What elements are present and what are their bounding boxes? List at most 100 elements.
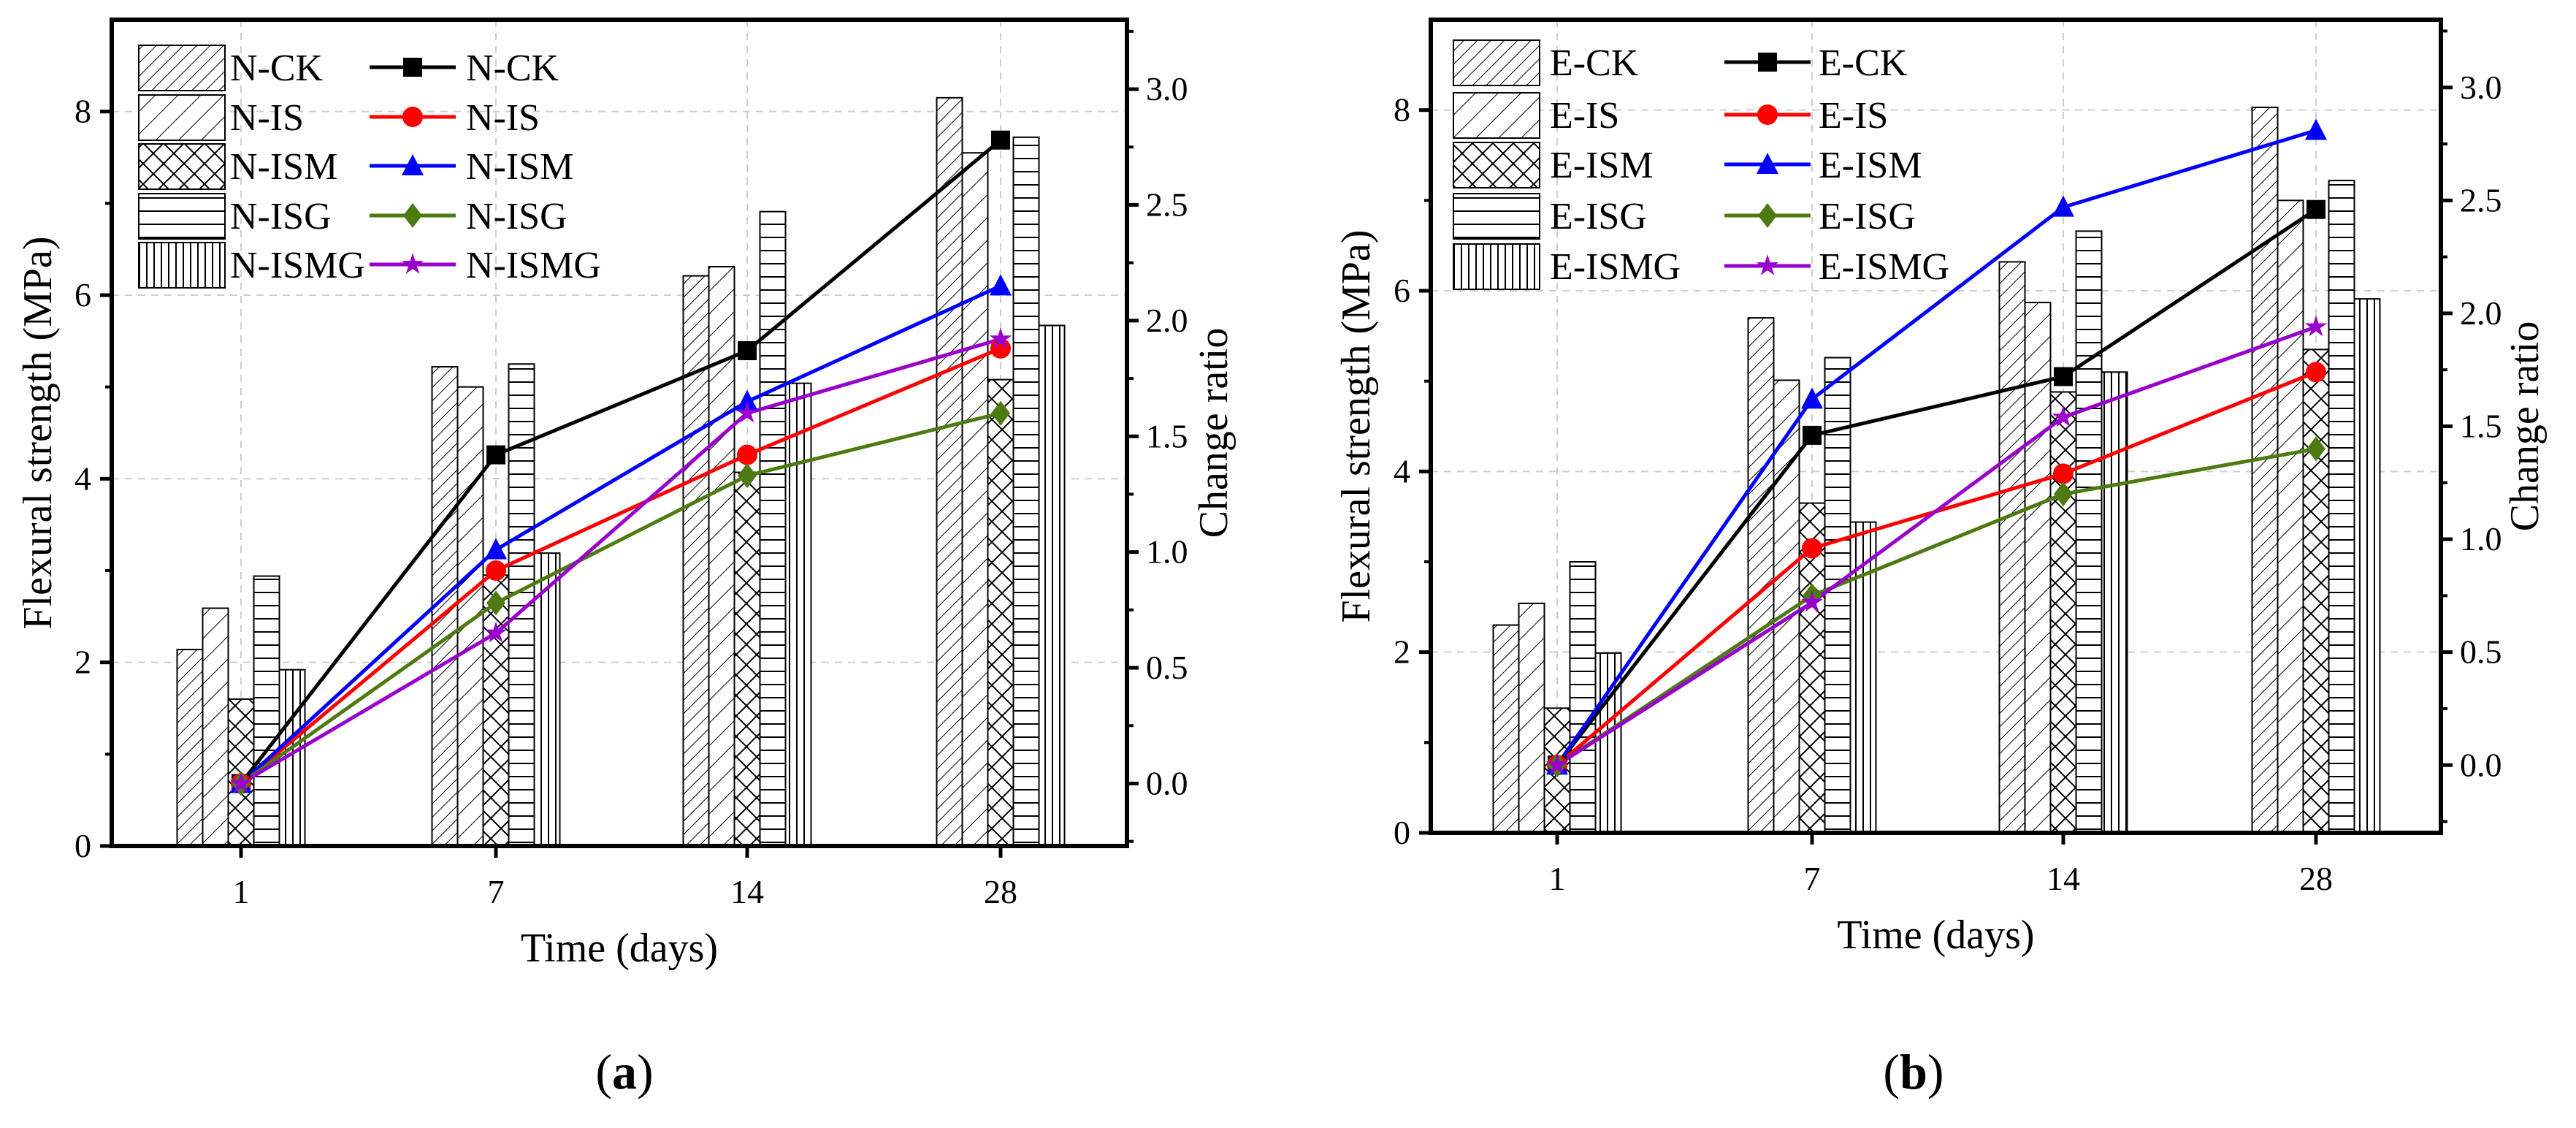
bar-n-ismg-day-14 [784,382,812,847]
x-tick-label: 14 [2046,860,2080,897]
bar-e-isg-day-7 [1824,357,1851,834]
y2-tick-label: 1.5 [1146,417,1188,454]
y-tick-label: 2 [1394,633,1410,671]
bar-n-ism-day-14 [733,471,761,847]
bar-e-ck-day-28 [2251,106,2279,834]
bar-e-isg-day-14 [2075,230,2103,834]
y2-tick-label: 1.0 [1146,533,1188,571]
legend-swatch-n-ck [138,45,226,91]
legend-marker-n-ismg [401,253,424,274]
bar-n-isg-day-14 [759,210,787,847]
point-n-ismg-day-14 [735,401,759,423]
point-n-isg-day-28 [991,400,1010,426]
point-e-isg-day-14 [2054,481,2073,507]
line-e-isg [1556,446,2317,767]
legend-label-line: E-ISM [1819,145,1922,186]
point-n-ism-day-14 [736,389,758,411]
x-axis-title: Time (days) [1837,912,2034,958]
legend-label-line: N-ISG [466,196,567,237]
y2-axis-title: Change ratio [1191,328,1237,538]
bar-n-ism-day-7 [482,574,510,847]
legend-marker-e-ck [1758,53,1777,72]
y2-tick-label: 0.0 [2460,746,2502,783]
y-tick-label: 6 [1394,272,1410,309]
x-tick-label: 1 [1549,860,1566,897]
bar-n-is-day-1 [202,607,229,847]
y2-tick-label: 0.5 [2460,633,2502,671]
legend-marker-n-ism [402,154,424,175]
x-axis-title: Time (days) [521,926,718,971]
point-e-ism-day-7 [1801,387,1823,409]
panel-label: b [1900,1044,1927,1100]
y2-tick-label: 3.0 [2460,69,2502,106]
point-e-ck-day-7 [1803,425,1822,445]
y2-axis-title: Change ratio [2502,321,2548,532]
point-e-ismg-day-14 [2052,405,2075,427]
y-tick-label: 4 [1394,452,1410,489]
bar-n-isg-day-28 [1012,136,1040,847]
line-e-ck [1556,207,2317,766]
bar-e-ismg-day-28 [2353,298,2381,834]
y-tick-label: 0 [1394,814,1410,851]
y2-tick-label: 2.5 [1146,186,1188,223]
legend-label-line: N-CK [466,47,559,89]
legend-label-bar: N-ISG [230,196,332,237]
point-e-ism-day-28 [2305,118,2327,140]
bar-e-isg-day-28 [2328,180,2355,834]
legend-label-line: N-IS [466,97,540,139]
caption-paren: ( [595,1044,612,1100]
panel-caption: (b) [1883,1044,1944,1100]
y-tick-label: 4 [74,460,91,497]
y-tick-label: 8 [74,93,91,130]
bar-n-isg-day-1 [253,575,280,847]
bar-n-ck-day-14 [682,275,710,847]
legend-swatch-n-is [138,94,226,141]
x-tick-label: 7 [1804,860,1821,897]
point-n-ism-day-28 [990,274,1012,296]
point-n-is-day-7 [486,560,506,581]
y2-tick-label: 1.0 [2460,520,2502,557]
y-tick-label: 6 [74,276,91,313]
point-n-ism-day-7 [485,538,507,560]
point-e-ismg-day-1 [1545,753,1569,775]
legend-marker-n-isg [403,203,422,228]
y2-tick-label: 2.0 [1146,302,1188,339]
y-tick-label: 8 [1394,91,1410,129]
x-tick-label: 14 [730,873,764,910]
bar-e-is-day-1 [1518,602,1545,834]
legend: N-CK N-IS N-ISM N-ISG N-ISMG N-CK N-IS N-ISM N-I… [138,45,601,289]
y-axis-title: Flexural strength (MPa) [1334,229,1379,622]
bar-e-ismg-day-14 [2101,371,2128,834]
bar-n-is-day-28 [961,152,989,847]
y2-tick-label: 0.5 [1146,649,1188,686]
point-e-ismg-day-7 [1800,590,1824,612]
legend-marker-e-is [1757,104,1778,125]
panel-caption: (a) [595,1044,653,1100]
bar-e-ismg-day-7 [1849,521,1877,834]
point-e-isg-day-28 [2306,436,2325,462]
bar-e-ism-day-28 [2302,348,2330,834]
point-n-isg-day-7 [486,590,505,616]
legend-marker-n-ck [403,58,422,77]
panel-label: a [612,1044,637,1100]
line-n-ck [240,138,1002,785]
panel-b: 0 2 4 6 8 0.0 0.5 1.0 1.5 2.0 2.5 3.0 1 7 14 28 Flexural… [1334,18,2548,1100]
legend-label-bar: E-ISG [1550,196,1647,237]
bar-e-ck-day-14 [1998,261,2026,834]
point-n-ismg-day-1 [229,771,253,793]
legend-label-line: E-ISMG [1819,246,1949,288]
legend-swatch-e-ck [1453,39,1540,86]
legend-marker-e-ismg [1756,254,1779,275]
bar-n-ismg-day-7 [533,552,561,847]
point-n-ismg-day-7 [484,621,508,643]
legend-swatch-n-isg [138,193,226,240]
legend-marker-n-is [402,107,423,127]
point-e-ck-day-14 [2054,367,2073,386]
legend-swatch-n-ism [138,143,226,190]
line-e-ismg [1556,325,2317,767]
y2-tick-label: 2.0 [2460,294,2502,332]
point-e-ism-day-14 [2052,195,2074,217]
point-e-is-day-7 [1802,538,1822,559]
legend-label-bar: N-CK [230,47,324,89]
